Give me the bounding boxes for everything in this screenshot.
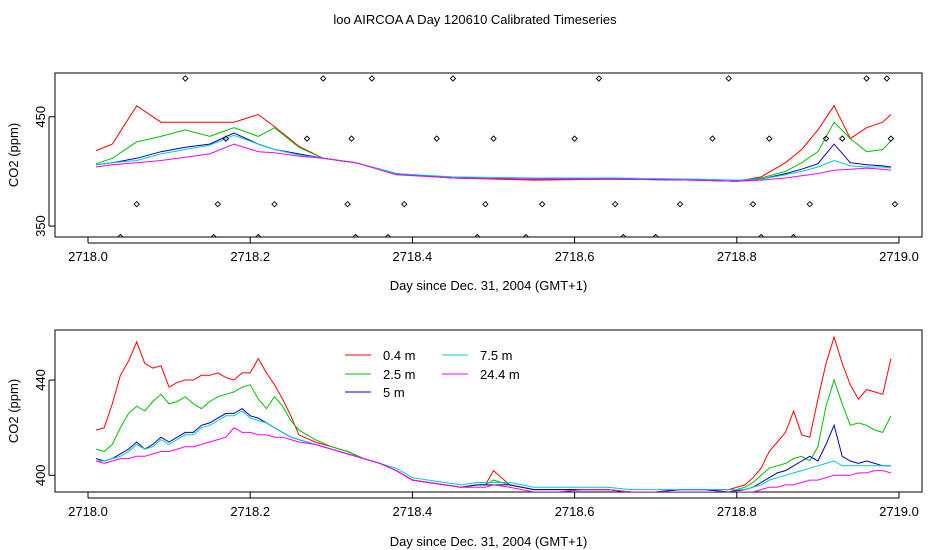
x-tick-label: 2718.4	[393, 504, 433, 519]
bottom-panel: 2718.0 2718.2 2718.4 2718.6 2718.8 2719.0 400 4…	[6, 329, 923, 549]
legend-label: 0.4 m	[383, 348, 416, 363]
marker-point	[749, 200, 757, 208]
plot-area	[95, 335, 892, 492]
series-line-7-5-m	[96, 134, 891, 181]
marker-point	[401, 200, 408, 208]
marker-point	[271, 200, 278, 208]
x-tick-label: 2718.2	[230, 504, 270, 519]
x-axis-label: Day since Dec. 31, 2004 (GMT+1)	[390, 534, 588, 549]
marker-point	[384, 233, 392, 237]
legend-label: 2.5 m	[383, 367, 416, 382]
legend-label: 7.5 m	[480, 348, 513, 363]
marker-point	[490, 135, 497, 142]
series-line-2-5-m	[95, 378, 892, 492]
marker-point	[757, 233, 765, 237]
marker-point	[725, 75, 732, 82]
marker-point	[620, 233, 627, 237]
marker-point	[709, 135, 716, 142]
y-axis-label: CO2 (ppm)	[6, 123, 21, 187]
marker-point	[449, 75, 457, 82]
legend: 0.4 m 2.5 m 5 m 7.5 m 24.4 m	[345, 348, 520, 400]
marker-point	[348, 135, 355, 142]
marker-point	[863, 75, 870, 82]
plot-frame	[54, 329, 923, 493]
marker-point	[571, 135, 578, 142]
marker-point	[822, 135, 830, 142]
marker-point	[352, 233, 359, 237]
plot-area	[95, 75, 899, 237]
marker-point	[344, 200, 351, 208]
marker-point	[652, 233, 659, 237]
y-tick-label: 450	[33, 106, 48, 128]
marker-point	[522, 233, 530, 237]
marker-point	[255, 233, 262, 237]
marker-point	[474, 233, 481, 237]
marker-point	[117, 233, 124, 237]
marker-point	[838, 135, 846, 142]
x-tick-label: 2718.8	[717, 504, 757, 519]
series-line-5-m	[96, 132, 891, 182]
marker-point	[595, 75, 603, 82]
y-tick-label: 440	[33, 369, 48, 391]
marker-point	[538, 200, 546, 208]
chart-title: loo AIRCOA A Day 120610 Calibrated Times…	[333, 12, 617, 27]
x-tick-label: 2718.2	[230, 249, 270, 264]
marker-point	[611, 200, 619, 208]
marker-point	[210, 233, 217, 237]
legend-label: 24.4 m	[480, 367, 520, 382]
x-axis-label: Day since Dec. 31, 2004 (GMT+1)	[390, 278, 588, 293]
series-line-24-4-m	[96, 143, 891, 182]
marker-point	[887, 135, 895, 142]
marker-point	[433, 135, 440, 142]
marker-point	[133, 200, 140, 208]
marker-point	[806, 200, 814, 208]
y-tick-label: 400	[33, 464, 48, 486]
y-tick-label: 350	[33, 215, 48, 237]
marker-point	[182, 75, 189, 82]
series-line-7-5-m	[96, 410, 891, 491]
x-tick-label: 2718.0	[68, 249, 108, 264]
x-tick-label: 2719.0	[879, 249, 919, 264]
marker-point	[303, 135, 311, 142]
top-panel: 2718.0 2718.2 2718.4 2718.6 2718.8 2719.0 350 4…	[6, 72, 923, 293]
x-tick-label: 2718.0	[68, 504, 108, 519]
marker-point	[319, 75, 327, 82]
legend-label: 5 m	[383, 385, 405, 400]
x-tick-label: 2718.6	[555, 504, 595, 519]
marker-point	[676, 200, 684, 208]
series-line-24-4-m	[95, 427, 892, 492]
x-tick-label: 2718.4	[393, 249, 433, 264]
marker-point	[368, 75, 376, 82]
x-tick-label: 2719.0	[879, 504, 919, 519]
x-tick-label: 2718.8	[717, 249, 757, 264]
series-line-0-4-m	[95, 104, 892, 182]
marker-point	[222, 135, 230, 142]
marker-point	[891, 200, 899, 208]
marker-point	[883, 75, 891, 82]
y-axis-label: CO2 (ppm)	[6, 379, 21, 443]
marker-point	[790, 233, 797, 237]
plot-frame	[54, 72, 923, 238]
x-tick-label: 2718.6	[555, 249, 595, 264]
marker-point	[214, 200, 221, 208]
marker-point	[482, 200, 489, 208]
marker-point	[766, 135, 773, 142]
